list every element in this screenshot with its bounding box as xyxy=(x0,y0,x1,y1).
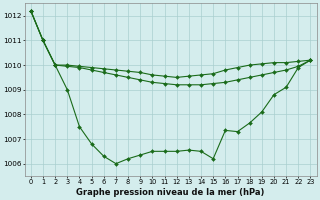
X-axis label: Graphe pression niveau de la mer (hPa): Graphe pression niveau de la mer (hPa) xyxy=(76,188,265,197)
